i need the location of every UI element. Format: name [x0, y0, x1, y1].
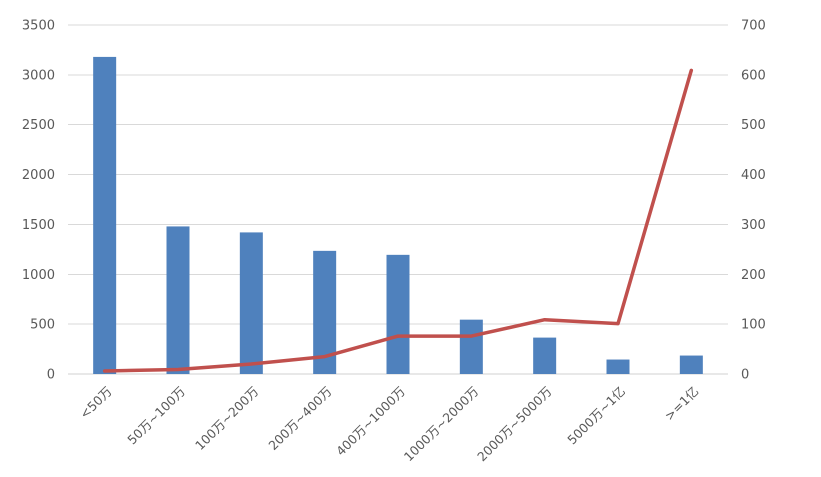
category-label: 200万~400万 — [265, 384, 334, 453]
bar — [239, 232, 263, 374]
right-y-axis: 0 100 200 300 400 500 600 700 — [741, 19, 766, 383]
right-tick-label: 600 — [741, 68, 766, 83]
category-label: <50万 — [77, 384, 115, 422]
right-tick-label: 300 — [741, 218, 766, 233]
right-tick-label: 400 — [741, 168, 766, 183]
line-series — [102, 68, 694, 373]
right-tick-label: 100 — [741, 318, 766, 333]
left-tick-label: 0 — [47, 368, 55, 383]
bar — [459, 319, 483, 374]
left-tick-label: 1500 — [22, 218, 55, 233]
line-point — [616, 322, 620, 326]
bar — [93, 56, 117, 375]
category-label: 5000万~1亿 — [564, 384, 628, 448]
line-point — [249, 362, 253, 366]
category-label: >=1亿 — [662, 384, 702, 424]
bar — [313, 250, 337, 374]
bar — [533, 337, 557, 374]
left-tick-label: 500 — [30, 318, 55, 333]
right-tick-label: 500 — [741, 118, 766, 133]
bar — [166, 226, 190, 374]
category-label: 2000万~5000万 — [474, 384, 555, 465]
line-point — [103, 369, 107, 373]
category-label: 1000万~2000万 — [401, 384, 482, 465]
right-tick-label: 700 — [741, 19, 766, 34]
line-point — [396, 334, 400, 338]
bar — [386, 254, 410, 374]
left-tick-label: 2500 — [22, 118, 55, 133]
left-tick-label: 1000 — [22, 268, 55, 283]
category-label: 50万~100万 — [124, 384, 188, 448]
left-tick-label: 3500 — [22, 19, 55, 34]
category-label: 100万~200万 — [192, 384, 261, 453]
line-point — [323, 355, 327, 359]
x-axis-categories: <50万 50万~100万 100万~200万 200万~400万400万~1000万… — [77, 384, 702, 465]
category-label: 400万~1000万 — [333, 384, 408, 459]
line-point — [543, 318, 547, 322]
bar-series — [93, 56, 703, 375]
left-tick-label: 3000 — [22, 68, 55, 83]
left-y-axis: 0 500 1000 1500 2000 2500 3000 3500 — [22, 19, 55, 383]
line-point — [469, 334, 473, 338]
line-point — [176, 368, 180, 372]
line-point — [689, 68, 693, 72]
right-tick-label: 200 — [741, 268, 766, 283]
left-tick-label: 2000 — [22, 168, 55, 183]
bar — [606, 359, 630, 374]
bar — [679, 355, 703, 374]
right-tick-label: 0 — [741, 368, 749, 383]
